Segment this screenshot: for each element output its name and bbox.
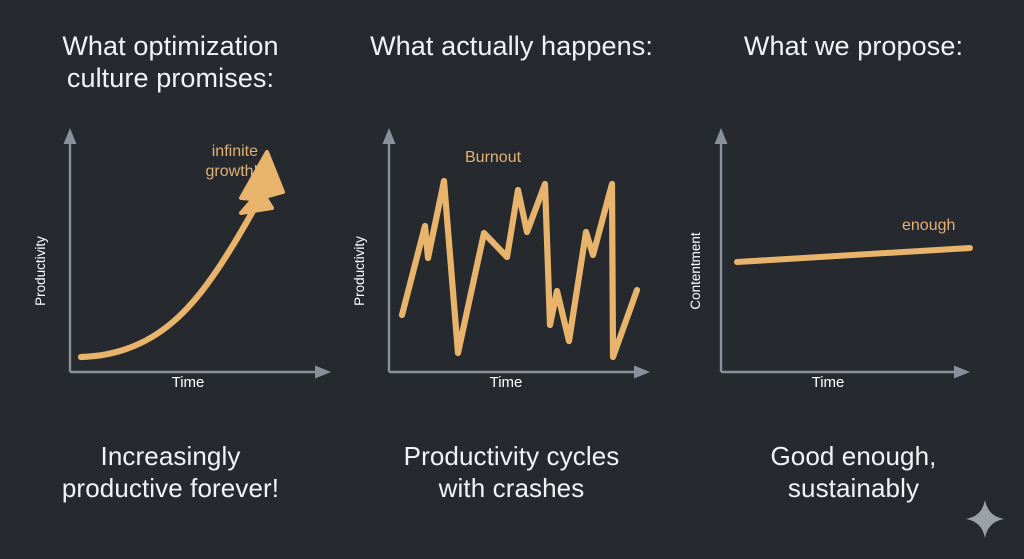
y-axis <box>63 128 77 372</box>
y-axis-label: Productivity <box>352 236 367 306</box>
panel-title: What optimization culture promises: <box>62 31 279 93</box>
panel-caption: Good enough, sustainably <box>770 441 937 503</box>
annotation-enough: enough <box>902 217 956 234</box>
panel-caption: Increasingly productive forever! <box>61 441 280 503</box>
annotation-burnout: Burnout <box>465 149 522 166</box>
x-axis <box>70 365 331 379</box>
panel-caption: Productivity cycles with crashes <box>403 441 620 503</box>
growth-arrowhead <box>239 150 285 215</box>
sparkle-icon <box>963 497 1007 541</box>
chart-burnout-cycles: Time Productivity Burnout <box>341 120 682 410</box>
y-axis <box>382 128 396 372</box>
chart-exponential-growth: Time Productivity infinite growth! <box>0 120 341 410</box>
x-axis-label: Time <box>811 374 845 391</box>
x-axis <box>721 365 970 379</box>
panel-title: What actually happens: <box>370 31 653 61</box>
panel-proposal-enough: What we propose: Time Contentment enough… <box>683 0 1024 559</box>
chart-sustainable-contentment: Time Contentment enough <box>683 120 1024 410</box>
y-axis-label: Productivity <box>33 236 48 306</box>
panel-actual-burnout: What actually happens: Time Productivity… <box>341 0 682 559</box>
burnout-zigzag-line <box>398 177 641 361</box>
y-axis <box>714 128 728 372</box>
x-axis <box>389 365 650 379</box>
x-axis-label: Time <box>489 374 523 391</box>
panel-optimization-promise: What optimization culture promises: <box>0 0 341 559</box>
enough-flat-line <box>734 245 973 265</box>
x-axis-label: Time <box>171 374 205 391</box>
annotation-infinite-growth: infinite growth! <box>205 143 258 180</box>
y-axis-label: Contentment <box>688 232 703 310</box>
panel-title: What we propose: <box>743 31 964 61</box>
exponential-curve <box>77 150 285 361</box>
